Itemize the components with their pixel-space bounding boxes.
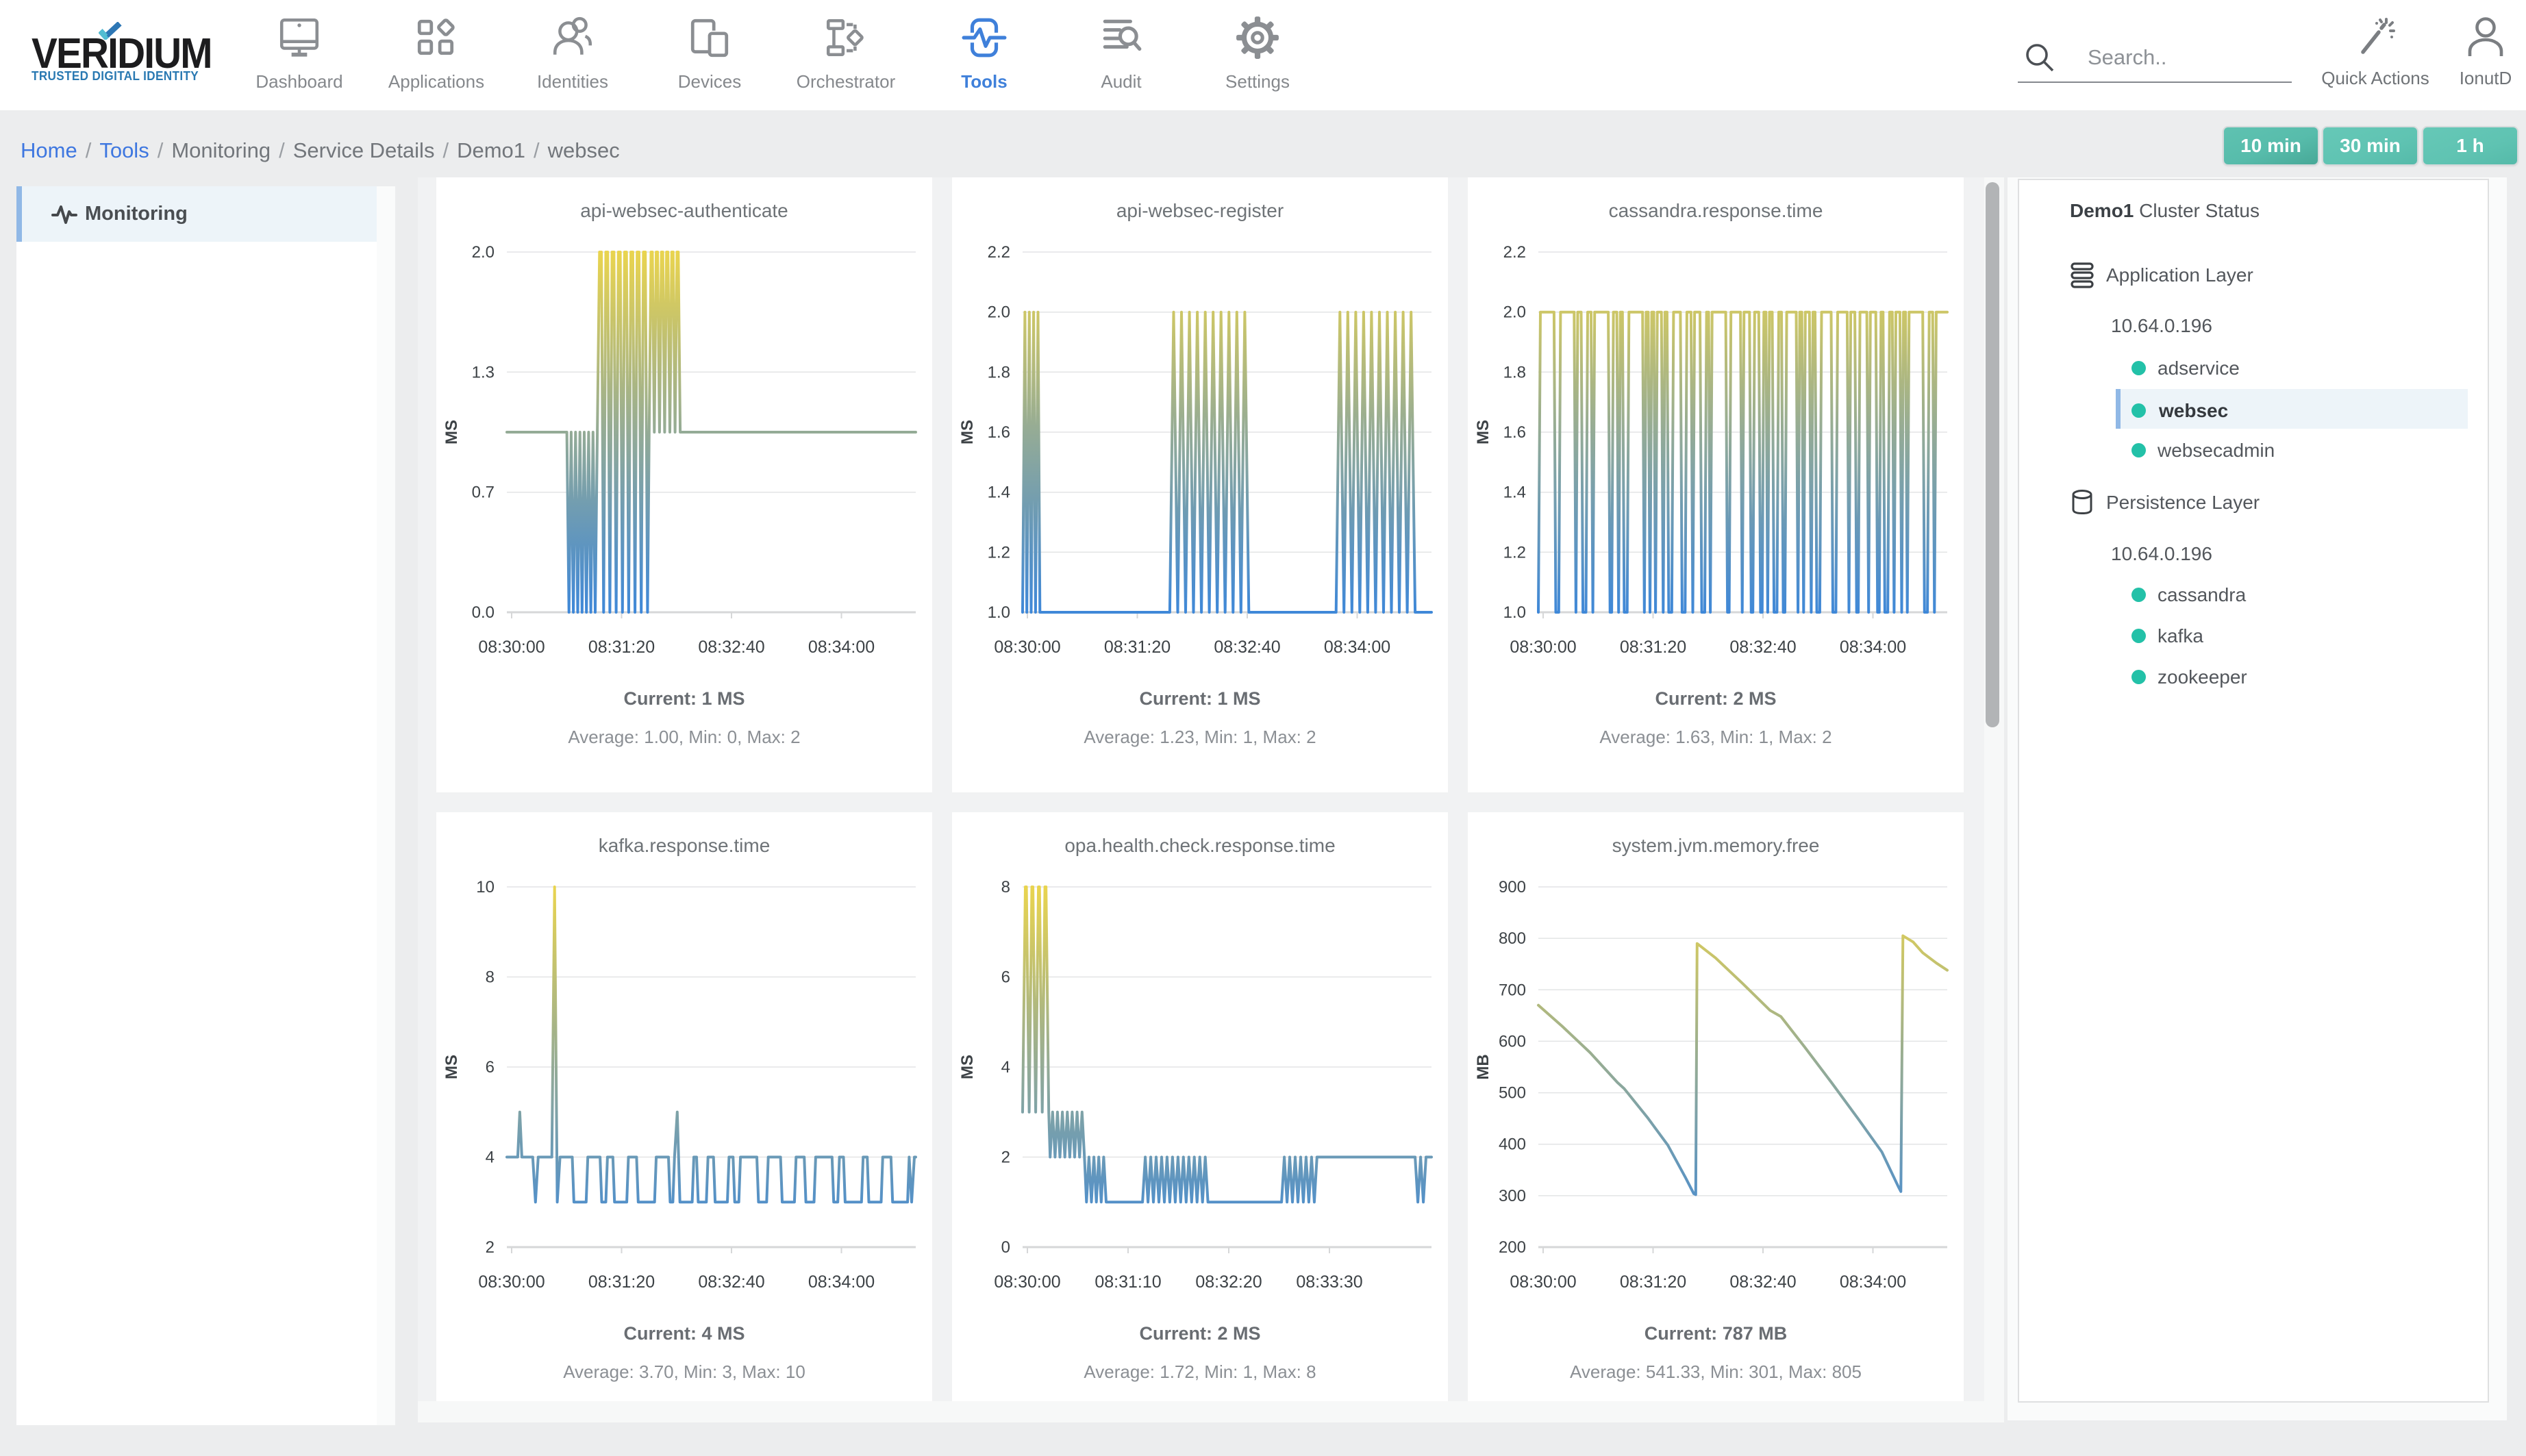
svg-text:6: 6 <box>486 1058 495 1077</box>
svg-text:08:34:00: 08:34:00 <box>808 638 875 657</box>
svg-text:1.8: 1.8 <box>1503 363 1526 381</box>
svg-text:MS: MS <box>442 1055 461 1079</box>
svg-text:08:31:20: 08:31:20 <box>588 638 655 657</box>
svg-text:08:32:40: 08:32:40 <box>698 1272 764 1292</box>
svg-text:08:32:40: 08:32:40 <box>698 638 764 657</box>
svg-text:200: 200 <box>1499 1238 1526 1257</box>
svg-text:MS: MS <box>442 420 461 444</box>
svg-text:MS: MS <box>958 420 977 444</box>
svg-text:Average: 1.63, Min: 1, Max: 2: Average: 1.63, Min: 1, Max: 2 <box>1599 727 1831 747</box>
svg-text:08:31:20: 08:31:20 <box>1620 638 1686 657</box>
svg-text:800: 800 <box>1499 929 1526 948</box>
svg-text:Current: 2 MS: Current: 2 MS <box>1655 688 1776 709</box>
svg-text:900: 900 <box>1499 878 1526 896</box>
svg-text:08:32:40: 08:32:40 <box>1729 638 1796 657</box>
svg-text:08:31:20: 08:31:20 <box>588 1272 655 1292</box>
svg-text:08:33:30: 08:33:30 <box>1296 1272 1362 1292</box>
svg-text:MB: MB <box>1474 1054 1492 1079</box>
svg-text:2.2: 2.2 <box>988 243 1010 262</box>
svg-text:10: 10 <box>476 878 495 896</box>
svg-text:500: 500 <box>1499 1084 1526 1103</box>
svg-text:8: 8 <box>1001 878 1010 896</box>
svg-text:1.4: 1.4 <box>988 484 1010 502</box>
svg-text:1.0: 1.0 <box>1503 603 1526 622</box>
svg-text:08:30:00: 08:30:00 <box>478 638 545 657</box>
svg-text:Current: 1 MS: Current: 1 MS <box>623 688 745 709</box>
svg-text:api-websec-authenticate: api-websec-authenticate <box>580 200 788 221</box>
svg-text:08:34:00: 08:34:00 <box>1324 638 1390 657</box>
svg-text:300: 300 <box>1499 1187 1526 1205</box>
svg-text:08:31:20: 08:31:20 <box>1620 1272 1686 1292</box>
svg-text:2: 2 <box>486 1238 495 1257</box>
svg-text:1.6: 1.6 <box>1503 423 1526 442</box>
svg-text:0.7: 0.7 <box>472 484 495 502</box>
svg-text:08:32:20: 08:32:20 <box>1195 1272 1262 1292</box>
svg-text:1.2: 1.2 <box>988 543 1010 562</box>
svg-text:Current: 1 MS: Current: 1 MS <box>1139 688 1260 709</box>
svg-text:08:34:00: 08:34:00 <box>808 1272 875 1292</box>
svg-text:08:32:40: 08:32:40 <box>1214 638 1280 657</box>
svg-text:600: 600 <box>1499 1032 1526 1051</box>
svg-text:08:30:00: 08:30:00 <box>1510 638 1576 657</box>
svg-text:Average: 541.33, Min: 301, Max: Average: 541.33, Min: 301, Max: 805 <box>1570 1361 1862 1382</box>
svg-text:2.2: 2.2 <box>1503 243 1526 262</box>
svg-text:2.0: 2.0 <box>988 303 1010 322</box>
svg-text:1.4: 1.4 <box>1503 484 1526 502</box>
svg-text:MS: MS <box>1474 420 1492 444</box>
svg-text:400: 400 <box>1499 1135 1526 1154</box>
svg-text:08:30:00: 08:30:00 <box>994 638 1060 657</box>
svg-text:Current: 4 MS: Current: 4 MS <box>623 1323 745 1344</box>
svg-text:08:30:00: 08:30:00 <box>1510 1272 1576 1292</box>
svg-text:700: 700 <box>1499 981 1526 999</box>
svg-text:4: 4 <box>1001 1058 1010 1077</box>
svg-text:4: 4 <box>486 1149 495 1167</box>
svg-text:08:34:00: 08:34:00 <box>1840 638 1906 657</box>
svg-text:Average: 1.72, Min: 1, Max: 8: Average: 1.72, Min: 1, Max: 8 <box>1084 1361 1316 1382</box>
svg-text:1.3: 1.3 <box>472 363 495 381</box>
svg-text:08:30:00: 08:30:00 <box>994 1272 1060 1292</box>
svg-text:cassandra.response.time: cassandra.response.time <box>1609 200 1823 221</box>
svg-text:system.jvm.memory.free: system.jvm.memory.free <box>1612 835 1820 856</box>
svg-text:Current: 787 MB: Current: 787 MB <box>1645 1323 1788 1344</box>
svg-text:8: 8 <box>486 968 495 987</box>
svg-text:2: 2 <box>1001 1149 1010 1167</box>
svg-text:Average: 3.70, Min: 3, Max: 10: Average: 3.70, Min: 3, Max: 10 <box>563 1361 805 1382</box>
svg-text:kafka.response.time: kafka.response.time <box>599 835 771 856</box>
svg-text:6: 6 <box>1001 968 1010 987</box>
svg-text:Current: 2 MS: Current: 2 MS <box>1139 1323 1260 1344</box>
svg-text:1.0: 1.0 <box>988 603 1010 622</box>
svg-text:08:34:00: 08:34:00 <box>1840 1272 1906 1292</box>
svg-text:0.0: 0.0 <box>472 603 495 622</box>
svg-text:1.2: 1.2 <box>1503 543 1526 562</box>
svg-text:api-websec-register: api-websec-register <box>1116 200 1284 221</box>
svg-text:08:31:20: 08:31:20 <box>1104 638 1171 657</box>
svg-text:Average: 1.23, Min: 1, Max: 2: Average: 1.23, Min: 1, Max: 2 <box>1084 727 1316 747</box>
svg-text:opa.health.check.response.time: opa.health.check.response.time <box>1064 835 1335 856</box>
svg-text:1.6: 1.6 <box>988 423 1010 442</box>
svg-text:08:31:10: 08:31:10 <box>1095 1272 1161 1292</box>
svg-text:Average: 1.00, Min: 0, Max: 2: Average: 1.00, Min: 0, Max: 2 <box>568 727 800 747</box>
svg-text:MS: MS <box>958 1055 977 1079</box>
svg-text:2.0: 2.0 <box>472 243 495 262</box>
svg-text:0: 0 <box>1001 1238 1010 1257</box>
svg-text:08:32:40: 08:32:40 <box>1729 1272 1796 1292</box>
svg-text:2.0: 2.0 <box>1503 303 1526 322</box>
svg-text:1.8: 1.8 <box>988 363 1010 381</box>
svg-text:08:30:00: 08:30:00 <box>478 1272 545 1292</box>
